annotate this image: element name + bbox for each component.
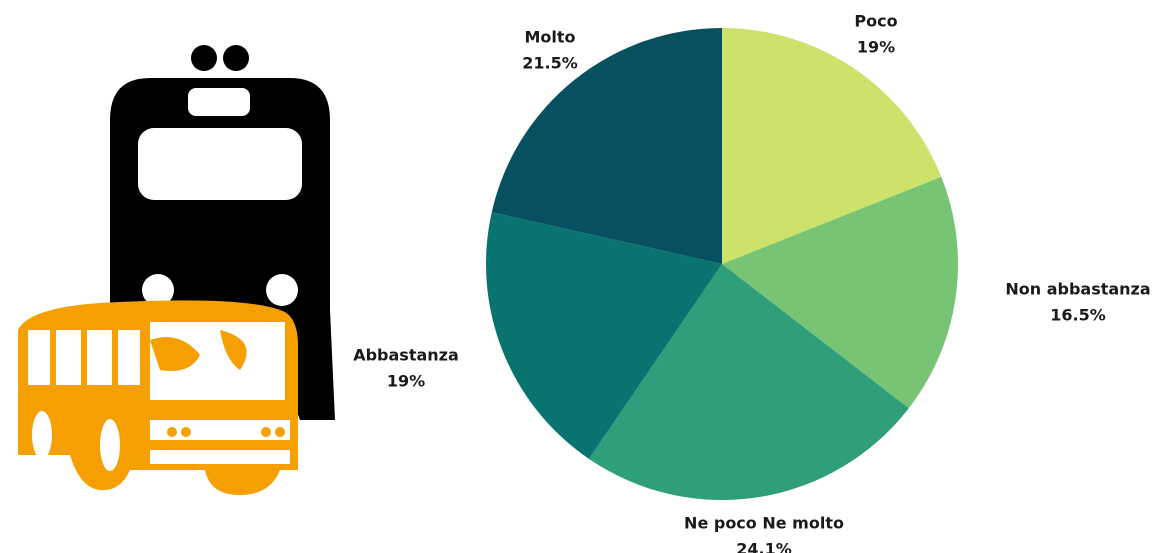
slice-label: Molto (524, 28, 575, 47)
pie-slice (588, 264, 909, 501)
slice-label: Ne poco Ne molto (684, 514, 844, 533)
slice-label: Non abbastanza (1005, 280, 1150, 299)
slice-label: Abbastanza (353, 346, 459, 365)
bus-icon (18, 300, 298, 495)
slice-value-label: 24.1% (736, 540, 792, 553)
pie-slice (722, 28, 942, 264)
slice-value-label: 19% (857, 38, 895, 57)
pie-slice (491, 27, 722, 265)
slice-value-label: 19% (387, 372, 425, 391)
slice-value-label: 16.5% (1050, 306, 1106, 325)
pie-slice (486, 212, 722, 459)
pie-slice (722, 176, 959, 409)
slice-value-label: 21.5% (522, 54, 578, 73)
slice-label: Poco (854, 12, 897, 31)
